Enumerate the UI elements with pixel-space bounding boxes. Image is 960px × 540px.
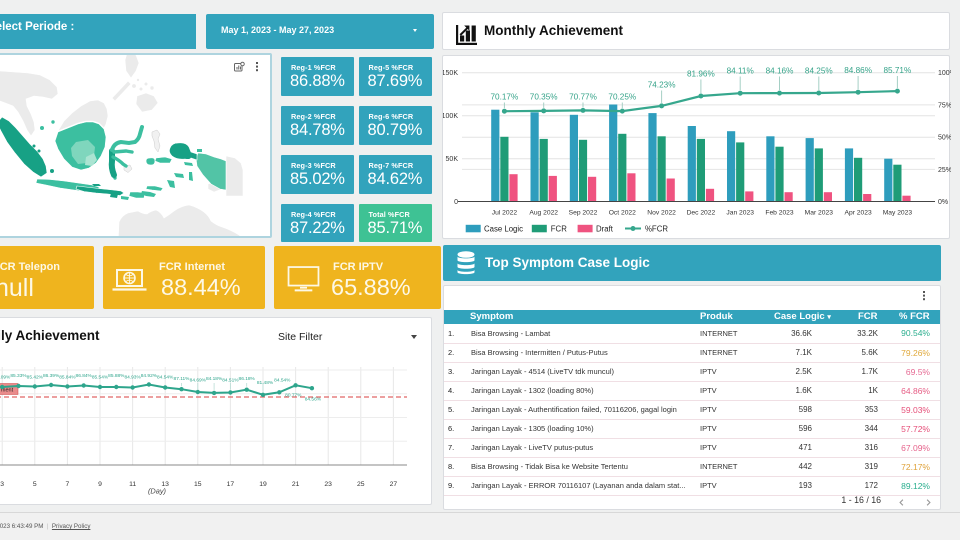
svg-text:84.16%: 84.16%	[766, 67, 794, 76]
svg-text:3: 3	[0, 481, 4, 488]
svg-text:85.09%: 85.09%	[0, 375, 11, 381]
svg-text:Mar 2023: Mar 2023	[805, 210, 834, 217]
svg-text:85.42%: 85.42%	[27, 375, 44, 381]
svg-text:9: 9	[98, 481, 102, 488]
svg-text:70.35%: 70.35%	[530, 93, 558, 102]
svg-text:81.96%: 81.96%	[687, 70, 715, 79]
svg-text:Dec 2022: Dec 2022	[687, 210, 716, 217]
svg-text:7: 7	[66, 481, 70, 488]
svg-text:Case Logic: Case Logic	[484, 225, 523, 234]
svg-text:84.92%: 84.92%	[141, 373, 158, 379]
svg-text:85.33%: 85.33%	[10, 373, 27, 379]
svg-text:25: 25	[357, 481, 365, 488]
svg-text:70.17%: 70.17%	[491, 93, 519, 102]
svg-text:Jul 2022: Jul 2022	[492, 210, 518, 217]
svg-text:86.39%: 86.39%	[43, 373, 60, 379]
svg-text:80.77%: 80.77%	[285, 393, 302, 399]
svg-text:74.23%: 74.23%	[648, 81, 676, 90]
svg-text:50K: 50K	[446, 156, 459, 163]
svg-text:5: 5	[33, 481, 37, 488]
svg-text:(Day): (Day)	[148, 487, 167, 496]
svg-text:50%: 50%	[938, 135, 951, 142]
svg-text:17: 17	[227, 481, 235, 488]
svg-text:85.54%: 85.54%	[92, 375, 109, 381]
svg-text:Feb 2023: Feb 2023	[765, 210, 794, 217]
svg-text:84.54%: 84.54%	[157, 375, 174, 381]
svg-text:85.71%: 85.71%	[884, 66, 912, 75]
svg-text:85.88%: 85.88%	[108, 373, 125, 379]
svg-text:84.69%: 84.69%	[190, 378, 207, 384]
svg-text:FCR: FCR	[551, 225, 567, 234]
svg-text:0%: 0%	[938, 199, 948, 206]
svg-text:75%: 75%	[938, 102, 951, 109]
svg-text:Draft: Draft	[596, 225, 614, 234]
svg-text:Apr 2023: Apr 2023	[845, 210, 872, 217]
svg-text:19: 19	[259, 481, 267, 488]
svg-text:Nov 2022: Nov 2022	[647, 210, 676, 217]
svg-text:23: 23	[324, 481, 332, 488]
svg-text:84.25%: 84.25%	[805, 67, 833, 76]
svg-text:100%: 100%	[938, 70, 951, 77]
svg-text:81.48%: 81.48%	[257, 380, 274, 386]
svg-text:70.25%: 70.25%	[608, 93, 636, 102]
svg-text:85.84%: 85.84%	[59, 375, 76, 381]
svg-text:84.86%: 84.86%	[844, 66, 872, 75]
svg-text:25%: 25%	[938, 167, 951, 174]
svg-text:86.18%: 86.18%	[239, 376, 256, 382]
svg-text:ment: ment	[1, 387, 14, 393]
svg-text:May 2023: May 2023	[883, 210, 913, 217]
svg-text:11: 11	[129, 481, 136, 488]
svg-text:150K: 150K	[443, 70, 458, 77]
svg-text:Aug 2022: Aug 2022	[529, 210, 558, 217]
svg-text:Oct 2022: Oct 2022	[609, 210, 636, 217]
svg-text:21: 21	[292, 481, 300, 488]
svg-text:13: 13	[161, 481, 169, 488]
svg-text:0: 0	[454, 199, 458, 206]
svg-text:100K: 100K	[443, 113, 458, 120]
svg-text:84.93%: 84.93%	[124, 375, 141, 381]
svg-text:Jan 2023: Jan 2023	[726, 210, 754, 217]
svg-text:27: 27	[390, 481, 398, 488]
svg-text:84.54%: 84.54%	[274, 378, 291, 384]
svg-text:86.84%: 86.84%	[76, 373, 93, 379]
svg-text:Sep 2022: Sep 2022	[569, 210, 598, 217]
svg-text:%FCR: %FCR	[645, 225, 668, 234]
svg-text:84.51%: 84.51%	[222, 378, 239, 384]
svg-text:84.18%: 84.18%	[206, 376, 223, 382]
svg-text:84.11%: 84.11%	[727, 67, 754, 76]
svg-text:84.56%: 84.56%	[305, 396, 322, 402]
svg-text:87.11%: 87.11%	[174, 376, 191, 382]
svg-text:15: 15	[194, 481, 202, 488]
svg-text:70.77%: 70.77%	[569, 93, 597, 102]
